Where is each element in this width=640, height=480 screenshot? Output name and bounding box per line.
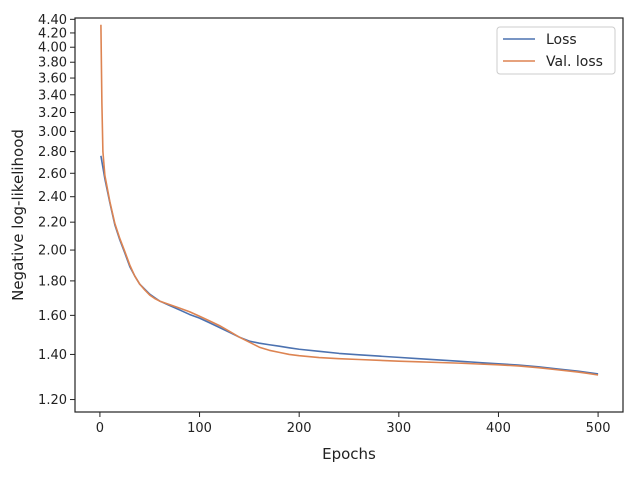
- y-axis-label: Negative log-likelihood: [9, 129, 27, 301]
- legend: Loss Val. loss: [496, 26, 616, 75]
- y-tick-label: 1.40: [38, 348, 67, 363]
- plot-frame: [74, 17, 624, 413]
- y-tick-label: 3.60: [38, 72, 67, 87]
- y-tick-label: 4.40: [38, 13, 67, 28]
- y-tick-label: 3.00: [38, 125, 67, 140]
- series-layer: [100, 24, 599, 376]
- y-tick-label: 2.60: [38, 167, 67, 182]
- y-tick-label: 2.80: [38, 145, 67, 160]
- x-tick-label: 200: [287, 421, 312, 436]
- y-tick-label: 1.60: [38, 309, 67, 324]
- y-tick-label: 2.20: [38, 216, 67, 231]
- y-tick-label: 3.80: [38, 56, 67, 71]
- y-tick-label: 1.80: [38, 274, 67, 289]
- x-tick-label: 400: [486, 421, 511, 436]
- y-tick-label: 2.40: [38, 190, 67, 205]
- y-axis: 1.20 1.40 1.60 1.80 2.00 2.20 2.40 2.60 2.80 3.00…: [38, 13, 75, 408]
- y-tick-label: 1.20: [38, 393, 67, 408]
- y-tick-label: 4.20: [38, 26, 67, 41]
- x-tick-label: 500: [586, 421, 611, 436]
- legend-label-val-loss: Val. loss: [546, 54, 603, 70]
- plot-area: [75, 18, 623, 412]
- x-axis-label: Epochs: [322, 445, 376, 463]
- y-tick-label: 2.00: [38, 244, 67, 259]
- y-tick-label: 3.40: [38, 88, 67, 103]
- series-line-val-loss: [100, 24, 599, 376]
- x-axis: 0 100 200 300 400 500: [96, 412, 611, 436]
- x-tick-label: 300: [386, 421, 411, 436]
- x-tick-label: 100: [187, 421, 212, 436]
- legend-label-loss: Loss: [546, 32, 577, 48]
- x-tick-label: 0: [96, 421, 104, 436]
- y-tick-label: 4.00: [38, 41, 67, 56]
- y-tick-label: 3.20: [38, 106, 67, 121]
